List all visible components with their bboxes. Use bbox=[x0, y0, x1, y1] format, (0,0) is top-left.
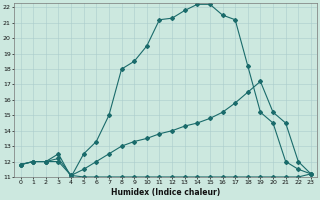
X-axis label: Humidex (Indice chaleur): Humidex (Indice chaleur) bbox=[111, 188, 220, 197]
